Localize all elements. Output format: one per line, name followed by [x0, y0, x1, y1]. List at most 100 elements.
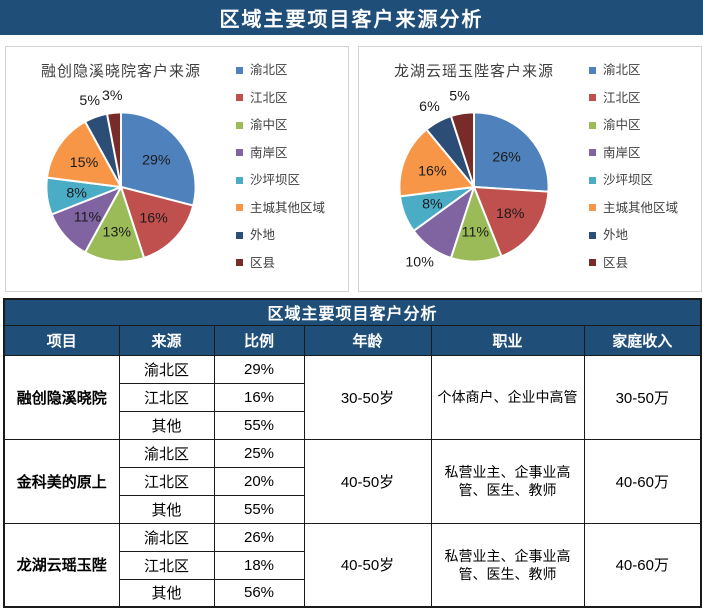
source-cell: 江北区 [118, 550, 215, 580]
source-cell: 渝北区 [118, 354, 215, 384]
analysis-table: 区域主要项目客户分析 项目 来源 比例 年龄 职业 家庭收入 融创隐溪晓院 渝北… [3, 298, 703, 608]
project-name: 融创隐溪晓院 [3, 354, 120, 440]
pie-percent-label: 29% [142, 153, 171, 169]
page-title: 区域主要项目客户来源分析 [219, 9, 484, 31]
ratio-cell: 55% [213, 410, 305, 440]
legend-label: 南岸区 [603, 145, 641, 160]
ratio-cell: 16% [213, 382, 305, 412]
income-cell: 40-60万 [583, 438, 702, 524]
legend-marker-icon [589, 121, 596, 129]
legend-item-江北区: 江北区 [589, 91, 701, 105]
table-row: 融创隐溪晓院 渝北区 29% 30-50岁 个体商户、企业中高管 30-50万 [3, 354, 702, 440]
legend-marker-icon [589, 204, 596, 211]
age-cell: 40-50岁 [303, 438, 432, 524]
charts-row: 融创隐溪晓院客户来源 29% 16% 13% 11% 8% 15% 5% 3% 渝北区 江北区渝… [0, 35, 703, 292]
legend-item-外地: 外地 [236, 228, 348, 242]
legend-label: 沙坪坝区 [250, 173, 301, 187]
table-row: 江北区 18% [4, 550, 701, 580]
legend-marker-icon [236, 259, 243, 266]
table-row: 龙湖云瑶玉陛 渝北区 26% 40-50岁 私营业主、企事业高管、医生、教师 4… [3, 522, 702, 608]
table-row: 江北区 20% [4, 466, 701, 496]
chart-title: 融创隐溪晓院客户来源 [40, 63, 201, 80]
source-cell: 渝北区 [118, 438, 215, 468]
legend-label: 渝中区 [603, 118, 641, 132]
legend-marker-icon [236, 94, 243, 101]
pie-percent-label: 13% [103, 224, 132, 240]
table-header-row: 项目 来源 比例 年龄 职业 家庭收入 [3, 324, 702, 356]
legend-item-渝北区: 渝北区 [236, 63, 348, 77]
pie-percent-label: 6% [419, 99, 440, 115]
pie-percent-label: 5% [79, 93, 100, 109]
pie-slice-江北区 [473, 186, 550, 258]
col-header-project: 项目 [3, 324, 120, 356]
age-cell: 30-50岁 [303, 354, 432, 440]
col-header-source: 来源 [118, 324, 215, 356]
pie-slice-区县 [106, 111, 122, 188]
ratio-cell: 26% [213, 522, 305, 552]
col-header-income: 家庭收入 [583, 324, 702, 356]
occupation-cell: 个体商户、企业中高管 [430, 354, 585, 440]
ratio-cell: 25% [213, 438, 305, 468]
pie-chart: 26% 18% 11% 10% 8% 16% 6% 5% [398, 89, 550, 271]
chart-title: 龙湖云瑶玉陛客户来源 [393, 63, 554, 80]
legend-marker-icon [589, 176, 596, 184]
pie-percent-label: 16% [139, 211, 168, 227]
col-header-occupation: 职业 [430, 324, 585, 356]
legend-marker-icon [236, 204, 243, 211]
table-row: 其他 56% [4, 578, 701, 608]
legend-item-南岸区: 南岸区 [589, 146, 701, 160]
pie-percent-label: 3% [102, 88, 123, 104]
pie-percent-label: 8% [422, 196, 443, 212]
income-cell: 40-60万 [583, 522, 702, 608]
legend-item-区县: 区县 [236, 256, 348, 270]
legend-marker-icon [589, 231, 596, 239]
legend-item-外地: 外地 [589, 228, 701, 242]
table-row: 其他 55% [4, 494, 701, 524]
legend-marker-icon [236, 66, 243, 74]
legend-item-江北区: 江北区 [236, 91, 348, 105]
table-row: 金科美的原上 渝北区 25% 40-50岁 私营业主、企事业高管、医生、教师 4… [3, 438, 702, 524]
legend-item-主城其他区域: 主城其他区域 [236, 201, 348, 215]
legend-label: 江北区 [603, 90, 641, 105]
ratio-cell: 20% [213, 466, 305, 496]
pie-panel-rongchuang: 融创隐溪晓院客户来源 29% 16% 13% 11% 8% 15% 5% 3% 渝北区江北区渝… [5, 46, 349, 292]
col-header-ratio: 比例 [213, 324, 305, 356]
legend-marker-icon [236, 176, 243, 184]
legend-label: 外地 [603, 228, 629, 242]
legend-label: 渝北区 [603, 63, 641, 77]
pie-percent-label: 10% [405, 255, 434, 271]
legend-marker-icon [589, 259, 596, 266]
pie-slice-渝北区 [120, 111, 197, 207]
legend-item-渝中区: 渝中区 [236, 118, 348, 132]
legend-label: 江北区 [250, 90, 288, 105]
occupation-cell: 私营业主、企事业高管、医生、教师 [430, 522, 585, 608]
legend-label: 区县 [603, 255, 629, 270]
pie-percent-label: 15% [70, 155, 99, 171]
legend-label: 主城其他区域 [250, 200, 326, 215]
pie-percent-label: 11% [462, 225, 490, 241]
legend-item-渝北区: 渝北区 [589, 63, 701, 77]
legend-label: 渝北区 [250, 63, 288, 77]
project-name: 龙湖云瑶玉陛 [3, 522, 120, 608]
legend-item-区县: 区县 [589, 256, 701, 270]
source-cell: 其他 [118, 410, 215, 440]
pie-percent-label: 11% [74, 210, 102, 226]
occupation-cell: 私营业主、企事业高管、医生、教师 [430, 438, 585, 524]
legend-marker-icon [236, 149, 243, 156]
chart-legend: 渝北区 江北区 渝中区 南岸区 沙坪坝区 主城其他区域 外地 区县 [589, 47, 701, 291]
legend-marker-icon [236, 231, 243, 239]
source-cell: 其他 [118, 494, 215, 524]
page-title-banner: 区域主要项目客户来源分析 [0, 0, 703, 35]
source-cell: 其他 [118, 578, 215, 608]
chart-legend: 渝北区 江北区 渝中区 南岸区 沙坪坝区 主城其他区域 外地 区县 [236, 47, 348, 291]
pie-percent-label: 8% [66, 185, 87, 201]
legend-label: 沙坪坝区 [603, 173, 654, 187]
pie-slice-渝北区 [473, 111, 550, 193]
ratio-cell: 18% [213, 550, 305, 580]
legend-item-沙坪坝区: 沙坪坝区 [236, 173, 348, 187]
source-cell: 渝北区 [118, 522, 215, 552]
table-title: 区域主要项目客户分析 [3, 298, 702, 326]
pie-slice-主城其他区域 [398, 128, 475, 198]
pie-percent-label: 18% [496, 206, 525, 222]
legend-item-沙坪坝区: 沙坪坝区 [589, 173, 701, 187]
